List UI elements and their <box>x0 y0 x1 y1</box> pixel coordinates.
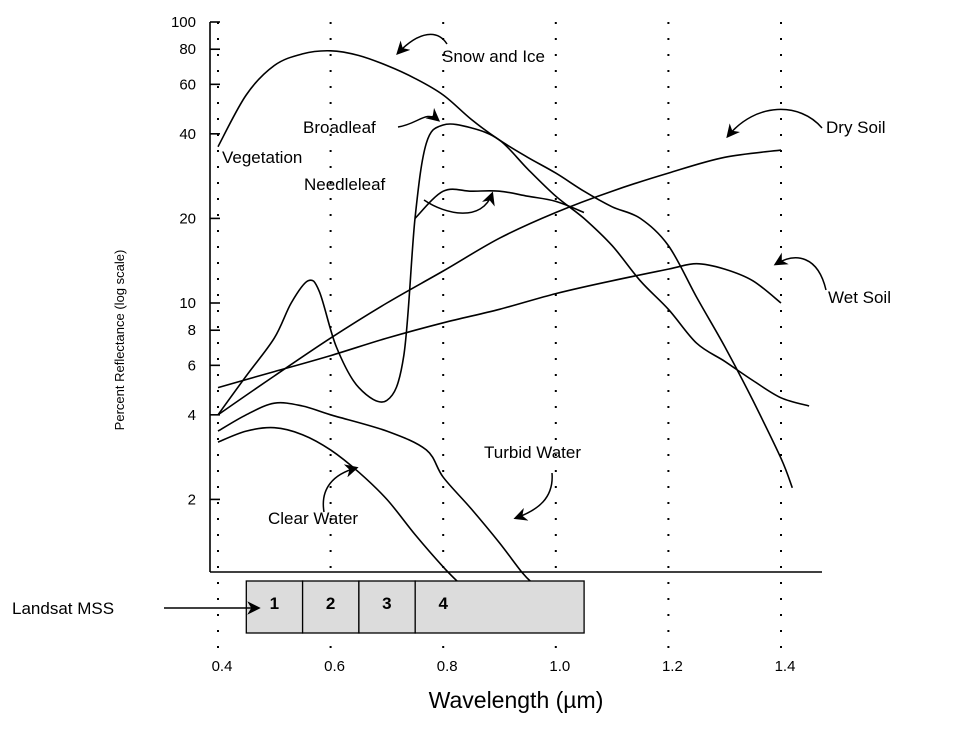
x-tick-label-1.2: 1.2 <box>662 658 683 675</box>
arrow-turbid-water <box>513 472 553 521</box>
y-tick-label-4: 4 <box>188 407 196 424</box>
y-tick-label-10: 10 <box>179 295 196 312</box>
landsat-mss-bands: 1 2 3 4 <box>245 580 585 634</box>
label-broadleaf: Broadleaf <box>303 118 376 137</box>
mss-band-2 <box>301 580 360 634</box>
mss-band-label-3: 3 <box>382 594 391 613</box>
y-tick-label-20: 20 <box>179 210 196 227</box>
arrow-broadleaf <box>397 107 441 128</box>
mss-band-label-4: 4 <box>438 594 448 613</box>
series-line-vegetation <box>217 123 810 416</box>
mss-band-label-1: 1 <box>270 594 279 613</box>
landsat-mss-label: Landsat MSS <box>12 599 114 618</box>
y-tick-label-60: 60 <box>179 76 196 93</box>
arrow-snow-and-ice <box>396 33 448 55</box>
mss-band-3 <box>358 580 416 634</box>
series-line-clear-water <box>217 426 461 585</box>
label-snow-and-ice: Snow and Ice <box>442 47 545 66</box>
x-axis-label: Wavelength (µm) <box>429 687 604 713</box>
arrow-wet-soil <box>773 252 827 291</box>
x-tick-label-0.4: 0.4 <box>212 658 233 675</box>
x-tick-label-1.0: 1.0 <box>549 658 570 675</box>
x-tick-label-1.4: 1.4 <box>775 658 796 675</box>
series-curves <box>217 49 810 585</box>
y-tick-label-100: 100 <box>171 14 196 31</box>
x-tick-label-0.8: 0.8 <box>437 658 458 675</box>
mss-band-label-2: 2 <box>326 594 335 613</box>
y-axis-label: Percent Reflectance (log scale) <box>112 250 127 431</box>
label-needleleaf: Needleleaf <box>304 175 386 194</box>
mss-band-4 <box>414 580 585 634</box>
x-tick-label-0.6: 0.6 <box>324 658 345 675</box>
label-clear-water: Clear Water <box>268 509 358 528</box>
label-dry-soil: Dry Soil <box>826 118 886 137</box>
y-tick-label-2: 2 <box>188 491 196 508</box>
annotation-arrows <box>322 33 827 521</box>
series-line-snow-and-ice <box>217 49 794 489</box>
label-wet-soil: Wet Soil <box>828 288 891 307</box>
arrow-clear-water <box>322 464 359 513</box>
series-line-needleleaf <box>414 188 585 219</box>
arrow-dry-soil <box>726 108 823 139</box>
vertical-gridlines <box>217 22 782 650</box>
series-line-turbid-water <box>217 401 534 585</box>
x-ticks: 0.4 0.6 0.8 1.0 1.2 1.4 <box>212 658 796 675</box>
series-line-dry-soil <box>217 149 782 416</box>
y-tick-label-40: 40 <box>179 126 196 143</box>
y-tick-label-6: 6 <box>188 357 196 374</box>
label-vegetation: Vegetation <box>222 148 302 167</box>
axes <box>209 22 822 573</box>
y-tick-label-8: 8 <box>188 322 196 339</box>
y-ticks: 2 4 6 8 10 20 40 60 80 100 <box>171 14 220 508</box>
arrow-needleleaf <box>423 191 495 214</box>
curve-annotations: Snow and Ice Broadleaf Vegetation Needle… <box>222 47 891 528</box>
y-tick-label-80: 80 <box>179 41 196 58</box>
label-turbid-water: Turbid Water <box>484 443 581 462</box>
series-line-wet-soil <box>217 262 782 389</box>
